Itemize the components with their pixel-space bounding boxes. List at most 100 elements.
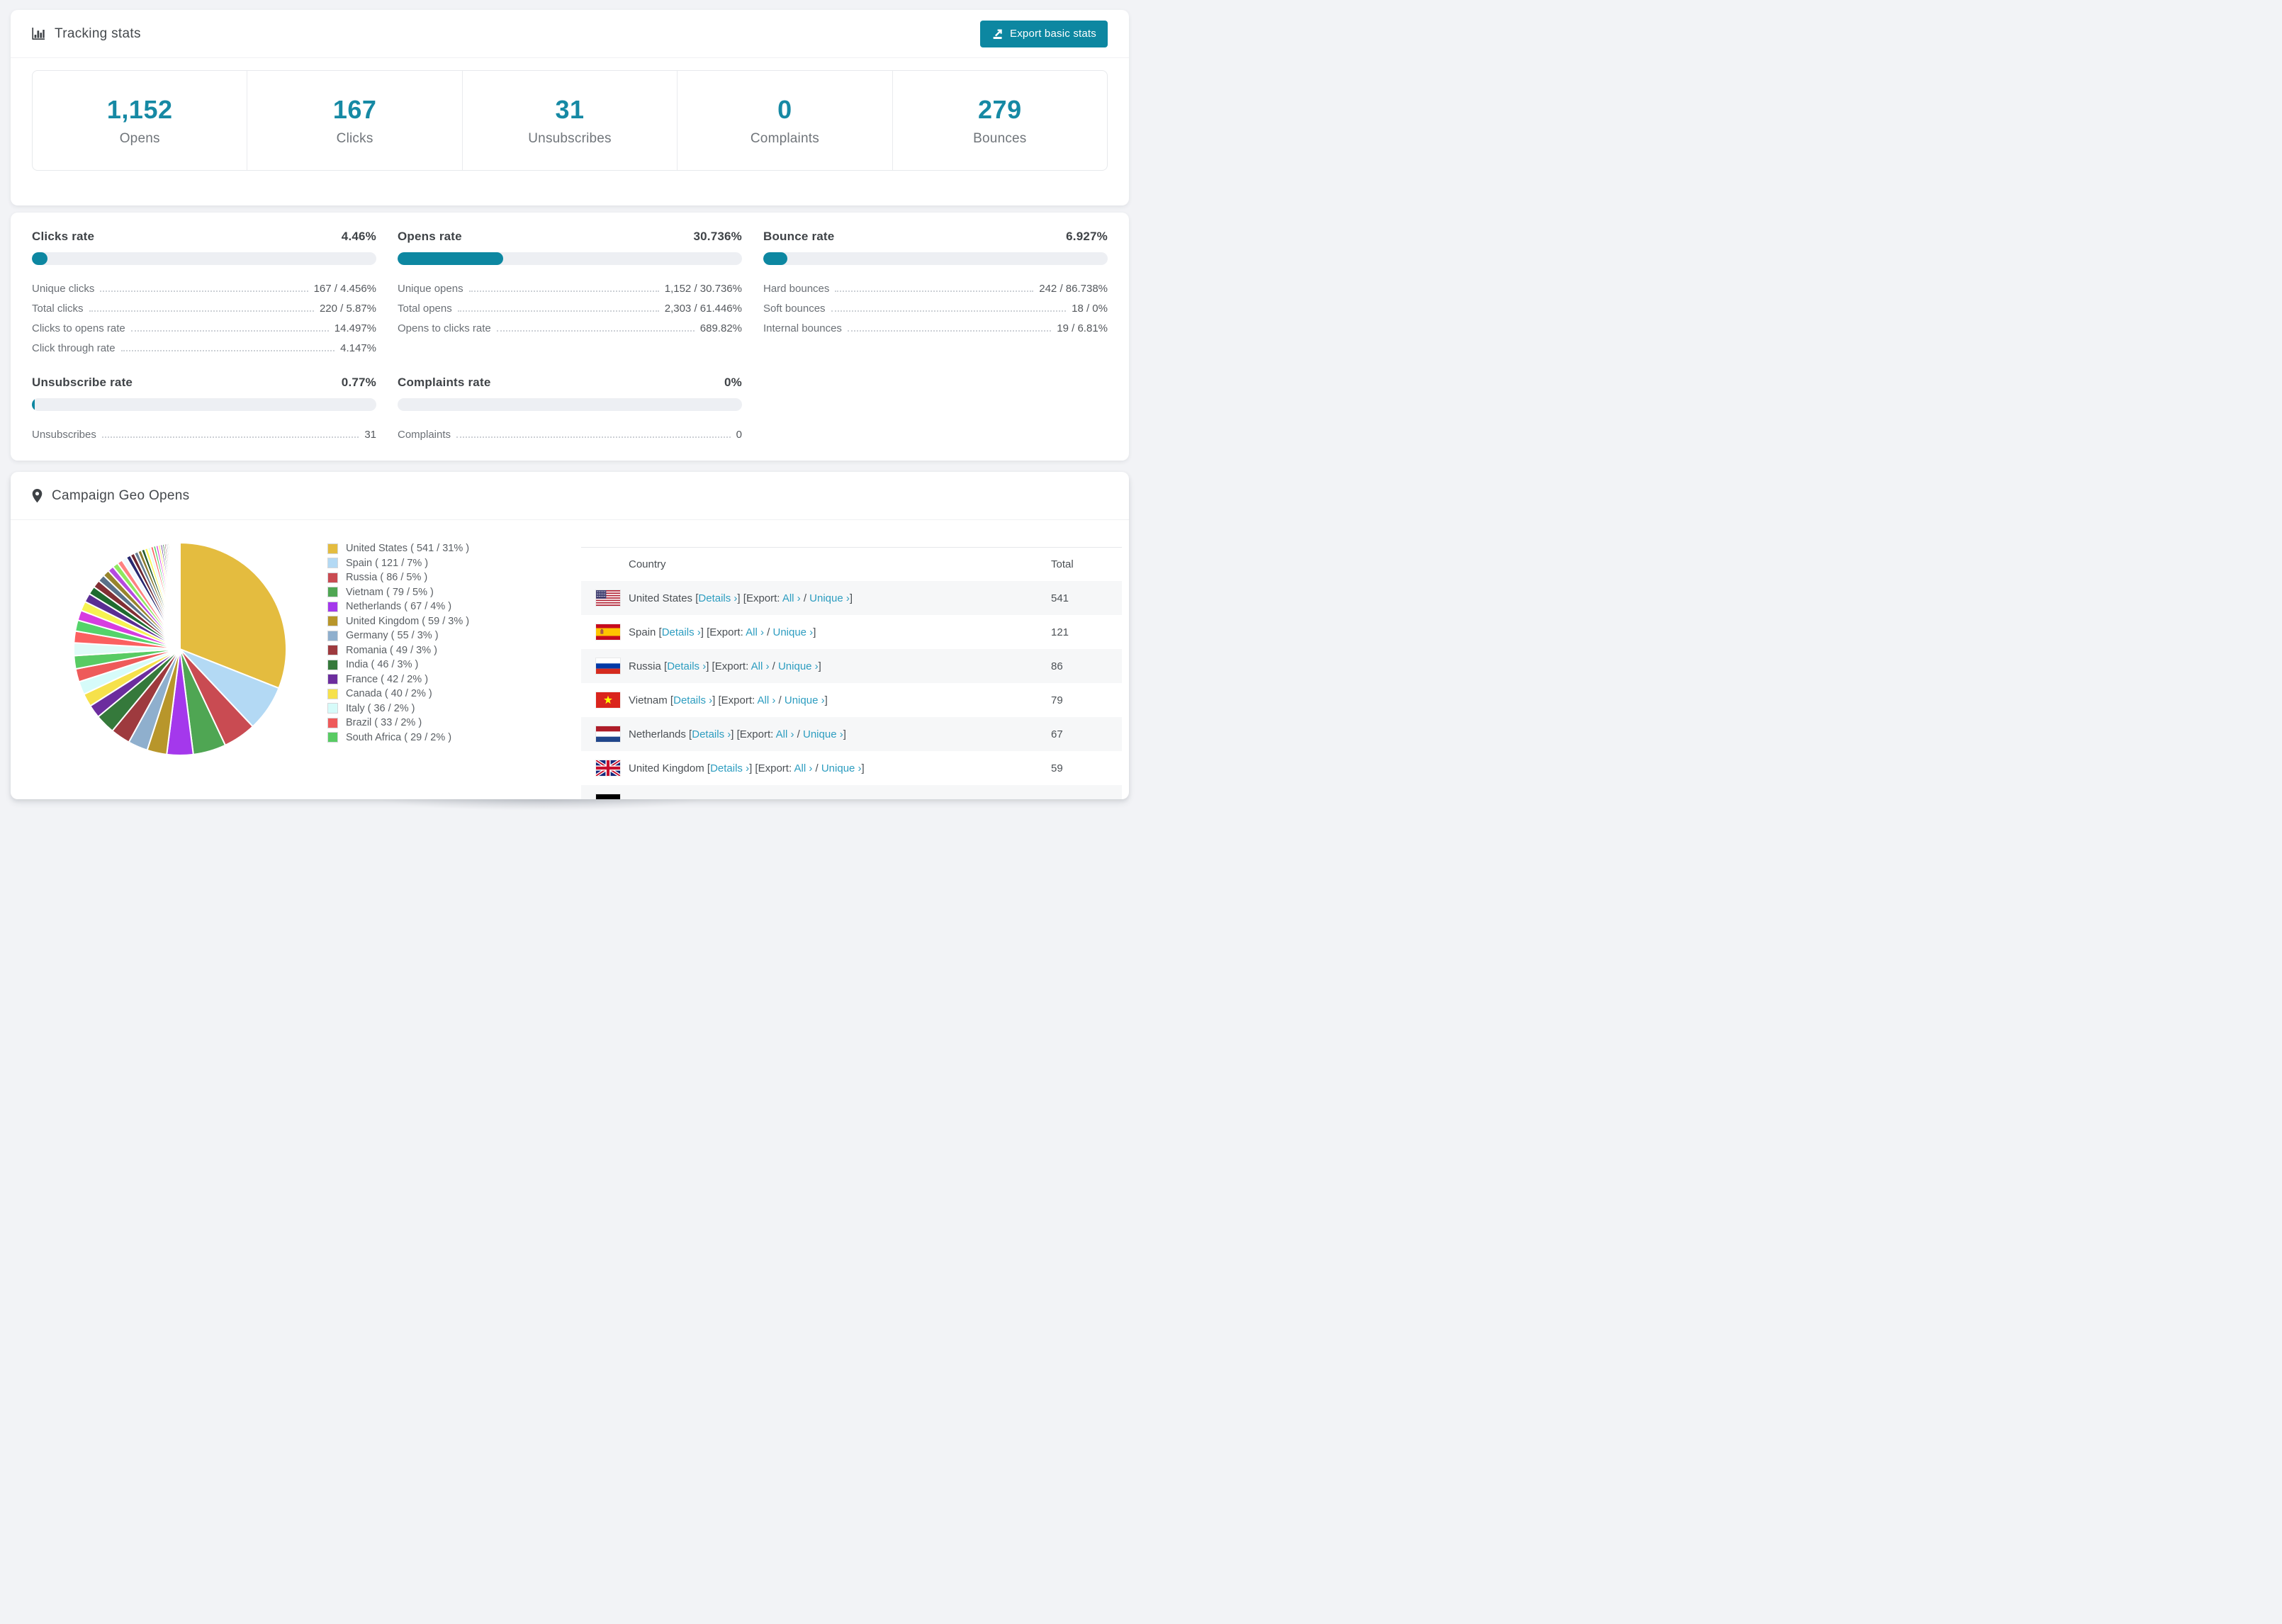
- legend-item: Netherlands ( 67 / 4% ): [327, 599, 469, 614]
- dotted-leader: [89, 310, 314, 312]
- dotted-leader: [831, 310, 1067, 312]
- details-link[interactable]: Details ›: [667, 660, 707, 672]
- country-name: Russia: [629, 660, 661, 672]
- stat-row: Unsubscribes 31: [32, 421, 376, 441]
- export-unique-link[interactable]: Unique ›: [809, 592, 850, 604]
- column-header-country: Country: [629, 558, 666, 570]
- export-all-link[interactable]: All ›: [746, 626, 764, 638]
- legend-item: Brazil ( 33 / 2% ): [327, 716, 469, 731]
- details-link[interactable]: Details ›: [661, 626, 701, 638]
- progress-bar: [398, 252, 742, 265]
- column-header-total: Total: [1051, 558, 1074, 570]
- dotted-leader: [456, 436, 731, 438]
- export-all-link[interactable]: All ›: [775, 728, 794, 740]
- legend-swatch: [327, 674, 338, 685]
- stat-card-opens: 1,152 Opens: [33, 71, 248, 170]
- pie-slice: [178, 541, 181, 650]
- rate-panel-bounce-rate: Bounce rate 6.927% Hard bounces 242 / 86…: [763, 230, 1108, 354]
- stat-row: Total clicks 220 / 5.87%: [32, 295, 376, 315]
- stat-card-clicks: 167 Clicks: [247, 71, 463, 170]
- table-row: Vietnam [Details ›] [Export: All › / Uni…: [581, 683, 1122, 717]
- geo-table-body: United States [Details ›] [Export: All ›…: [581, 581, 1122, 799]
- stats-box: 1,152 Opens 167 Clicks 31 Unsubscribes 0 Co…: [32, 70, 1108, 171]
- country-links: [Details ›] [Export: All › / Unique ›]: [685, 728, 846, 740]
- geo-header: Campaign Geo Opens: [11, 472, 1129, 520]
- legend-label: Germany ( 55 / 3% ): [346, 630, 439, 642]
- legend-swatch: [327, 703, 338, 714]
- legend-label: Brazil ( 33 / 2% ): [346, 717, 422, 729]
- pie-slice: [179, 541, 287, 689]
- export-all-link[interactable]: All ›: [757, 694, 776, 706]
- progress-fill: [32, 252, 47, 265]
- stat-row: Hard bounces 242 / 86.738%: [763, 275, 1108, 295]
- export-label: Export:: [721, 694, 755, 706]
- country-links: [Details ›] [Export: All › / Unique ›]: [656, 626, 816, 638]
- export-basic-stats-button[interactable]: Export basic stats: [980, 20, 1108, 47]
- dotted-leader: [100, 291, 308, 292]
- legend-swatch: [327, 645, 338, 656]
- export-label: Export:: [758, 762, 792, 774]
- country-name: United Kingdom: [629, 762, 704, 774]
- stat-row-label: Unsubscribes: [32, 429, 96, 441]
- legend-item: Romania ( 49 / 3% ): [327, 643, 469, 658]
- stat-row-label: Complaints: [398, 429, 451, 441]
- country-total: 67: [1051, 728, 1063, 740]
- country-links: [Details ›] [Export: All › / Unique ›]: [692, 592, 853, 604]
- table-row: [581, 785, 1122, 799]
- export-unique-link[interactable]: Unique ›: [777, 660, 819, 672]
- legend-item: Russia ( 86 / 5% ): [327, 570, 469, 585]
- stat-row-label: Clicks to opens rate: [32, 322, 125, 334]
- country-total: 59: [1051, 762, 1063, 774]
- stat-label: Opens: [119, 130, 160, 146]
- stat-value: 167: [332, 94, 377, 124]
- geo-table: Country Total United States [Details ›] …: [581, 547, 1122, 799]
- page-title: Tracking stats: [55, 26, 141, 41]
- stat-card-bounces: 279 Bounces: [893, 71, 1107, 170]
- stat-row-value: 689.82%: [699, 322, 742, 334]
- flag-ru-icon: [596, 658, 620, 674]
- legend-item: Italy ( 36 / 2% ): [327, 701, 469, 716]
- stat-value: 31: [555, 94, 585, 124]
- country-links: [Details ›] [Export: All › / Unique ›]: [661, 660, 821, 672]
- export-unique-link[interactable]: Unique ›: [772, 626, 814, 638]
- export-all-link[interactable]: All ›: [794, 762, 813, 774]
- country-total: 79: [1051, 694, 1063, 706]
- progress-bar: [32, 398, 376, 411]
- dotted-leader: [120, 350, 335, 351]
- stat-label: Clicks: [336, 130, 373, 146]
- progress-bar: [32, 252, 376, 265]
- stat-row: Unique clicks 167 / 4.456%: [32, 275, 376, 295]
- export-all-link[interactable]: All ›: [751, 660, 770, 672]
- stat-row-label: Unique opens: [398, 283, 463, 295]
- rate-panel-opens-rate: Opens rate 30.736% Unique opens 1,152 / …: [398, 230, 742, 354]
- legend-item: Spain ( 121 / 7% ): [327, 556, 469, 571]
- stat-value: 279: [978, 94, 1022, 124]
- export-unique-link[interactable]: Unique ›: [821, 762, 862, 774]
- export-unique-link[interactable]: Unique ›: [803, 728, 843, 740]
- dotted-leader: [468, 291, 659, 292]
- stat-value: 0: [777, 94, 792, 124]
- export-icon: [991, 28, 1004, 40]
- rate-panel-unsubscribe-rate: Unsubscribe rate 0.77% Unsubscribes 31: [32, 376, 376, 441]
- stat-row-value: 14.497%: [334, 322, 376, 334]
- stat-row-label: Opens to clicks rate: [398, 322, 491, 334]
- details-link[interactable]: Details ›: [710, 762, 750, 774]
- export-label: Export:: [746, 592, 780, 604]
- legend-label: India ( 46 / 3% ): [346, 659, 419, 671]
- details-link[interactable]: Details ›: [692, 728, 731, 740]
- rate-name: Clicks rate: [32, 230, 95, 243]
- rate-name: Opens rate: [398, 230, 462, 243]
- scroll-shadow: [346, 799, 737, 812]
- stat-row-value: 167 / 4.456%: [313, 283, 376, 295]
- stat-row: Clicks to opens rate 14.497%: [32, 315, 376, 334]
- legend-swatch: [327, 558, 338, 569]
- rate-name: Bounce rate: [763, 230, 835, 243]
- geo-title: Campaign Geo Opens: [52, 487, 190, 503]
- export-unique-link[interactable]: Unique ›: [784, 694, 825, 706]
- stat-label: Unsubscribes: [528, 130, 612, 146]
- details-link[interactable]: Details ›: [673, 694, 713, 706]
- legend-swatch: [327, 688, 338, 699]
- dotted-leader: [835, 291, 1034, 292]
- details-link[interactable]: Details ›: [698, 592, 738, 604]
- export-all-link[interactable]: All ›: [782, 592, 801, 604]
